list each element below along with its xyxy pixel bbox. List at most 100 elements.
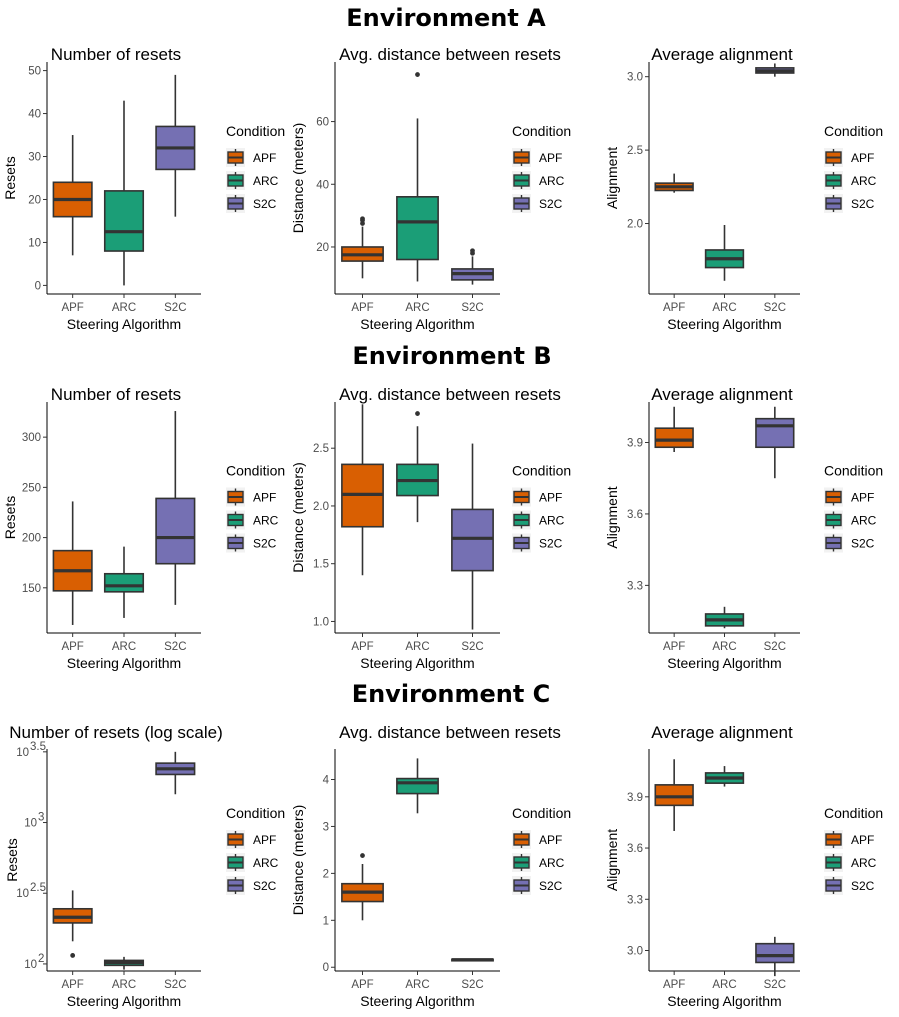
envc-distance-ytick-label: 4: [323, 775, 330, 787]
envc-alignment-xtick-label-apf: APF: [663, 979, 685, 991]
envb-resets-xlabel: Steering Algorithm: [67, 655, 181, 671]
enva-distance-xtick-label-apf: APF: [351, 302, 373, 314]
envb-alignment-legend-item-apf: APF: [824, 487, 874, 507]
enva-resets-ytick-label: 20: [28, 194, 41, 206]
envb-distance-ytick-label: 1.5: [313, 559, 329, 571]
envc-distance-legend-item-apf: APF: [512, 830, 562, 849]
enva-alignment-ytick-label: 2.5: [627, 145, 643, 157]
enva-alignment-legend: Condition APF ARC S2C: [824, 123, 883, 213]
envc-alignment-legend: Condition APF ARC S2C: [824, 805, 883, 895]
envc-distance-box-arc: [396, 758, 439, 814]
envb-resets-ytick-label: 150: [22, 583, 41, 595]
envc-alignment-ylabel: Alignment: [604, 829, 620, 891]
envb-resets-legend-label-s2c: S2C: [253, 537, 277, 551]
env-b-title: Environment B: [352, 342, 551, 370]
envb-alignment-box-arc: [704, 606, 745, 629]
envc-resets-title: Number of resets (log scale): [9, 723, 223, 742]
envb-resets-box-apf: [52, 501, 93, 625]
enva-distance-legend-item-apf: APF: [512, 148, 562, 167]
envb-alignment-box-s2c: [755, 406, 795, 479]
envc-resets-xtick-label-s2c: S2C: [164, 979, 186, 991]
envb-resets-ylabel: Resets: [2, 496, 18, 540]
envb-distance-legend-title: Condition: [512, 463, 571, 479]
envb-resets-title: Number of resets: [51, 385, 181, 404]
envc-alignment-iqr-apf: [654, 784, 694, 807]
enva-alignment-panel: Average alignment 2.0 2.5 3.0 APF ARC S2C Steer…: [604, 45, 883, 332]
envb-alignment-ytick-label: 3.3: [627, 580, 643, 592]
envb-resets-ytick-label: 250: [22, 482, 41, 494]
envc-distance-panel: Avg. distance between resets 0 1 2 3 4 APF ARC S…: [290, 723, 571, 1009]
envc-alignment-title: Average alignment: [651, 723, 793, 742]
enva-resets-box-apf: [52, 135, 93, 256]
envb-resets-legend-item-apf: APF: [226, 487, 276, 507]
envb-distance-xtick-label-s2c: S2C: [461, 641, 483, 653]
enva-distance-iqr-arc: [396, 196, 439, 261]
envc-resets-legend-label-arc: ARC: [253, 856, 279, 870]
envc-resets-ytick-exponent: 2.5: [30, 882, 46, 894]
envb-alignment-title: Average alignment: [651, 385, 793, 404]
envb-alignment-legend-title: Condition: [824, 463, 883, 479]
envc-distance-legend: Condition APF ARC S2C: [512, 805, 571, 895]
envc-distance-xtick-label-arc: ARC: [405, 979, 429, 991]
envb-alignment-legend-label-apf: APF: [851, 491, 874, 505]
enva-resets-panel: Number of resets 0 10 20 30 40 50 APF ARC S2C Stee…: [2, 45, 285, 332]
enva-alignment-ylabel: Alignment: [604, 147, 620, 209]
enva-resets-ytick-label: 0: [35, 280, 41, 292]
envb-alignment-legend: Condition APF ARC S2C: [824, 463, 883, 553]
envc-distance-ytick-label: 2: [323, 868, 329, 880]
envb-resets-ytick-label: 200: [22, 533, 41, 545]
enva-distance-box-apf: [341, 216, 384, 279]
enva-distance-panel: Avg. distance between resets 20 40 60 APF ARC…: [290, 45, 571, 332]
enva-alignment-title: Average alignment: [651, 45, 793, 64]
envb-resets-box-s2c: [155, 411, 196, 605]
enva-alignment-xtick-label-apf: APF: [663, 302, 685, 314]
enva-distance-ytick-label: 20: [316, 242, 329, 254]
envb-distance-ytick-label: 2.5: [313, 443, 329, 455]
enva-distance-legend-title: Condition: [512, 123, 571, 139]
envc-resets-legend-label-apf: APF: [253, 833, 276, 847]
envb-distance-legend-label-arc: ARC: [539, 514, 565, 528]
envc-distance-xtick-label-s2c: S2C: [461, 979, 483, 991]
enva-distance-title: Avg. distance between resets: [339, 45, 561, 64]
envc-resets-legend-item-arc: ARC: [226, 853, 279, 872]
envc-alignment-legend-label-apf: APF: [851, 833, 874, 847]
envc-distance-legend-label-arc: ARC: [539, 856, 565, 870]
envc-alignment-legend-title: Condition: [824, 805, 883, 821]
enva-alignment-ytick-label: 2.0: [627, 219, 643, 231]
envc-alignment-legend-item-apf: APF: [824, 830, 874, 849]
enva-resets-box-arc: [103, 100, 145, 286]
envb-distance-ylabel: Distance (meters): [290, 462, 306, 572]
envb-distance-legend-item-apf: APF: [512, 487, 562, 507]
enva-alignment-box-arc: [704, 224, 745, 281]
envb-distance-legend-label-apf: APF: [539, 491, 562, 505]
enva-resets-xlabel: Steering Algorithm: [67, 316, 181, 332]
envb-distance-legend: Condition APF ARC S2C: [512, 463, 571, 553]
envc-resets-ytick-label: 10: [16, 888, 29, 900]
enva-resets-xtick-label-s2c: S2C: [164, 302, 186, 314]
envc-distance-ytick-label: 3: [323, 821, 329, 833]
envc-distance-title: Avg. distance between resets: [339, 723, 561, 742]
envb-distance-xtick-label-apf: APF: [351, 641, 373, 653]
envc-resets-xtick-label-arc: ARC: [112, 979, 136, 991]
envc-alignment-box-arc: [704, 766, 745, 787]
enva-distance-legend-label-arc: ARC: [539, 174, 565, 188]
envc-distance-xlabel: Steering Algorithm: [360, 993, 474, 1009]
envc-alignment-ytick-label: 3.3: [627, 894, 643, 906]
envc-resets-ytick-exponent: 2: [38, 953, 44, 965]
envc-distance-ytick-label: 1: [323, 915, 329, 927]
enva-distance-legend-item-arc: ARC: [512, 171, 565, 190]
enva-resets-iqr-arc: [103, 190, 145, 252]
enva-alignment-legend-item-apf: APF: [824, 148, 874, 167]
envb-alignment-box-apf: [654, 406, 694, 453]
envb-distance-legend-label-s2c: S2C: [539, 537, 563, 551]
enva-alignment-legend-label-arc: ARC: [851, 174, 877, 188]
enva-resets-legend-label-s2c: S2C: [253, 197, 277, 211]
enva-resets-legend-item-apf: APF: [226, 148, 276, 167]
envc-distance-ylabel: Distance (meters): [290, 805, 306, 915]
envb-distance-iqr-s2c: [451, 508, 494, 572]
enva-distance-ytick-label: 40: [316, 179, 329, 191]
envb-distance-outlier-arc: [415, 411, 420, 416]
envb-resets-ytick-label: 300: [22, 432, 41, 444]
enva-distance-outlier-arc: [415, 72, 420, 77]
